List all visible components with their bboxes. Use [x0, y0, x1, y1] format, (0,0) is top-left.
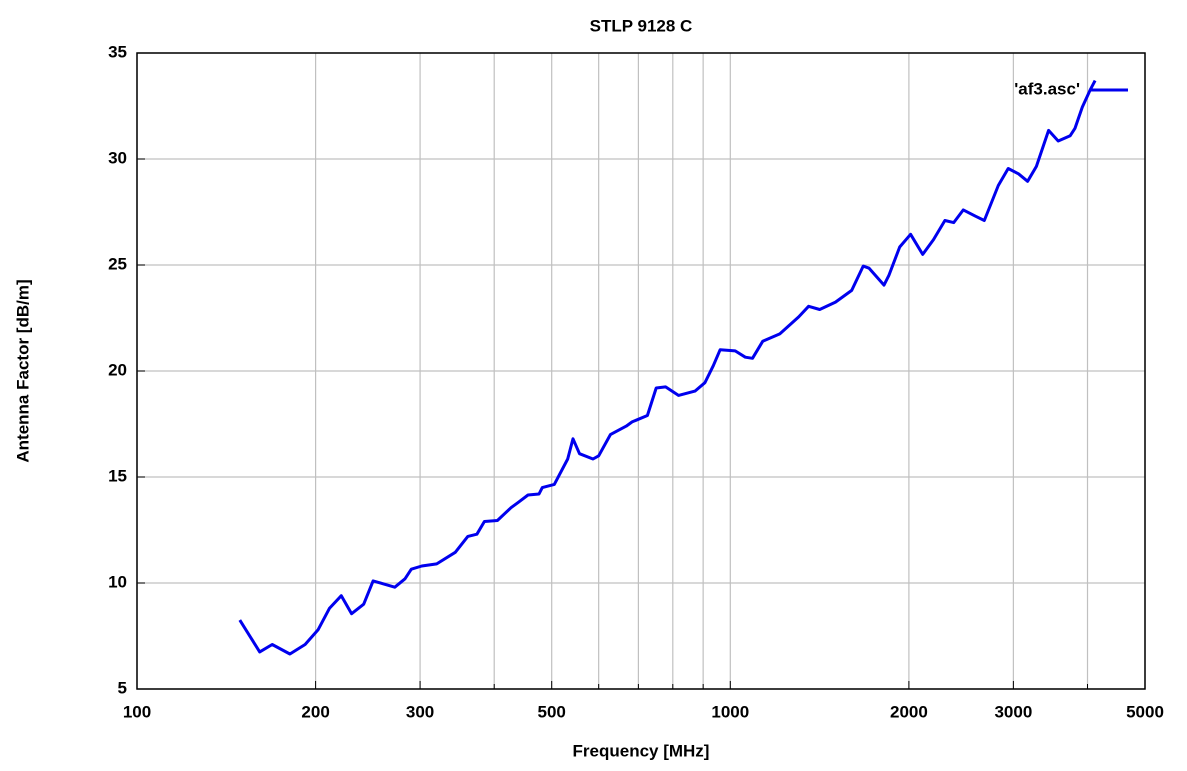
y-axis-label: Antenna Factor [dB/m] [13, 279, 32, 462]
x-tick-label: 3000 [994, 702, 1032, 721]
chart-title: STLP 9128 C [590, 16, 693, 35]
y-tick-label: 10 [108, 572, 127, 591]
x-tick-label: 100 [123, 702, 151, 721]
y-tick-label: 15 [108, 466, 127, 485]
plot-frame [136, 52, 1146, 690]
y-tick-label: 30 [108, 148, 127, 167]
x-tick-label: 5000 [1126, 702, 1164, 721]
x-tick-label: 200 [301, 702, 329, 721]
y-tick-label: 25 [108, 254, 127, 273]
x-tick-label: 1000 [711, 702, 749, 721]
x-axis-label: Frequency [MHz] [573, 741, 710, 760]
x-tick-label: 2000 [890, 702, 928, 721]
y-tick-label: 20 [108, 360, 127, 379]
x-tick-label: 500 [538, 702, 566, 721]
x-tick-label: 300 [406, 702, 434, 721]
data-line [238, 79, 1097, 656]
legend-label: 'af3.asc' [1014, 79, 1080, 98]
y-tick-label: 5 [118, 678, 127, 697]
y-tick-label: 35 [108, 42, 127, 61]
